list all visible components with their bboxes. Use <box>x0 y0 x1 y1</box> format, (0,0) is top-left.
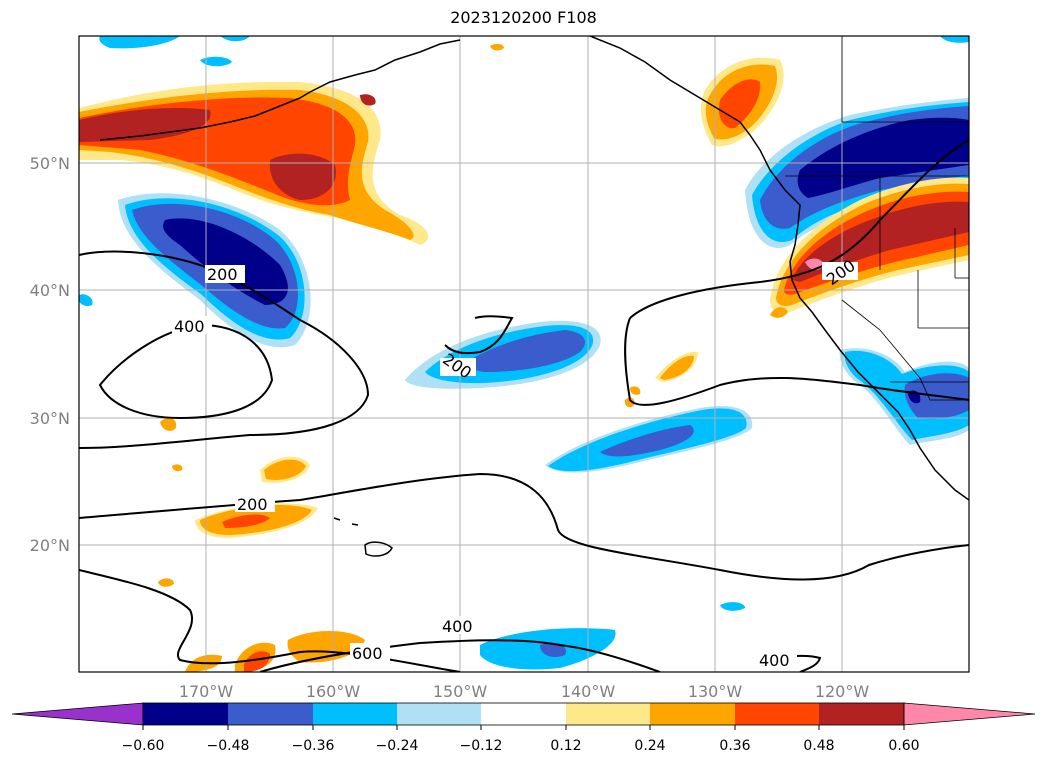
graticule <box>79 36 969 672</box>
contour-label: 200 <box>237 495 268 514</box>
colorbar-segment <box>735 703 819 725</box>
lon-label: 150°W <box>433 682 488 701</box>
colorbar-tick-label: 0.24 <box>634 738 665 754</box>
colorbar-ticks <box>142 725 905 730</box>
colorbar-tick-label: −0.60 <box>122 738 165 754</box>
colorbar-segment <box>819 703 904 725</box>
colorbar-segment <box>566 703 650 725</box>
colorbar: −0.60 −0.48 −0.36 −0.24 −0.12 0.12 0.24 … <box>11 702 1036 754</box>
colorbar-min-arrow <box>11 702 144 726</box>
colorbar-segment <box>313 703 397 725</box>
colorbar-tick-label: 0.60 <box>888 738 919 754</box>
negative-anomaly-southern <box>480 628 616 670</box>
map-frame <box>78 35 970 673</box>
latitude-labels: 50°N 40°N 30°N 20°N <box>30 154 70 555</box>
lon-label: 120°W <box>815 682 870 701</box>
lon-label: 170°W <box>179 682 234 701</box>
colorbar-segment <box>481 703 566 725</box>
colorbar-tick-label: −0.48 <box>207 738 250 754</box>
colorbar-tick-label: 0.12 <box>550 738 581 754</box>
colorbar-tick-labels: −0.60 −0.48 −0.36 −0.24 −0.12 0.12 0.24 … <box>122 738 920 754</box>
political-borders <box>785 36 969 401</box>
negative-anomaly-small-patches <box>99 36 969 67</box>
longitude-labels: 170°W 160°W 150°W 140°W 130°W 120°W <box>179 682 870 701</box>
colorbar-tick-label: −0.36 <box>292 738 335 754</box>
negative-anomaly-subtropical <box>545 406 753 611</box>
lat-label: 30°N <box>30 409 70 428</box>
colorbar-tick-label: 0.48 <box>803 738 834 754</box>
colorbar-segment <box>650 703 735 725</box>
lon-label: 140°W <box>561 682 616 701</box>
negative-anomaly-pacific-northwest <box>745 98 969 248</box>
contour-label: 400 <box>174 317 205 336</box>
contour-label: 200 <box>207 265 238 284</box>
lon-label: 160°W <box>306 682 361 701</box>
contour-label: 600 <box>352 644 383 663</box>
colorbar-segment <box>143 703 228 725</box>
lat-label: 20°N <box>30 536 70 555</box>
contour-label: 400 <box>442 617 473 636</box>
height-contours <box>79 139 969 672</box>
colorbar-tick-label: −0.12 <box>460 738 503 754</box>
contour-label-backgrounds <box>172 262 858 668</box>
map-title: 2023120200 F108 <box>450 8 597 27</box>
lat-label: 50°N <box>30 154 70 173</box>
contour-label: 400 <box>759 651 790 670</box>
colorbar-segment <box>228 703 313 725</box>
colorbar-tick-label: −0.24 <box>376 738 419 754</box>
lon-label: 130°W <box>688 682 743 701</box>
colorbar-outline <box>142 702 905 726</box>
positive-anomaly-small-patches <box>158 43 788 672</box>
coastlines <box>99 36 969 557</box>
map-content: 200 400 200 200 200 400 600 400 <box>79 36 969 672</box>
colorbar-max-arrow <box>903 702 1036 726</box>
colorbar-tick-label: 0.36 <box>719 738 750 754</box>
colorbar-segment <box>397 703 481 725</box>
lat-label: 40°N <box>30 281 70 300</box>
